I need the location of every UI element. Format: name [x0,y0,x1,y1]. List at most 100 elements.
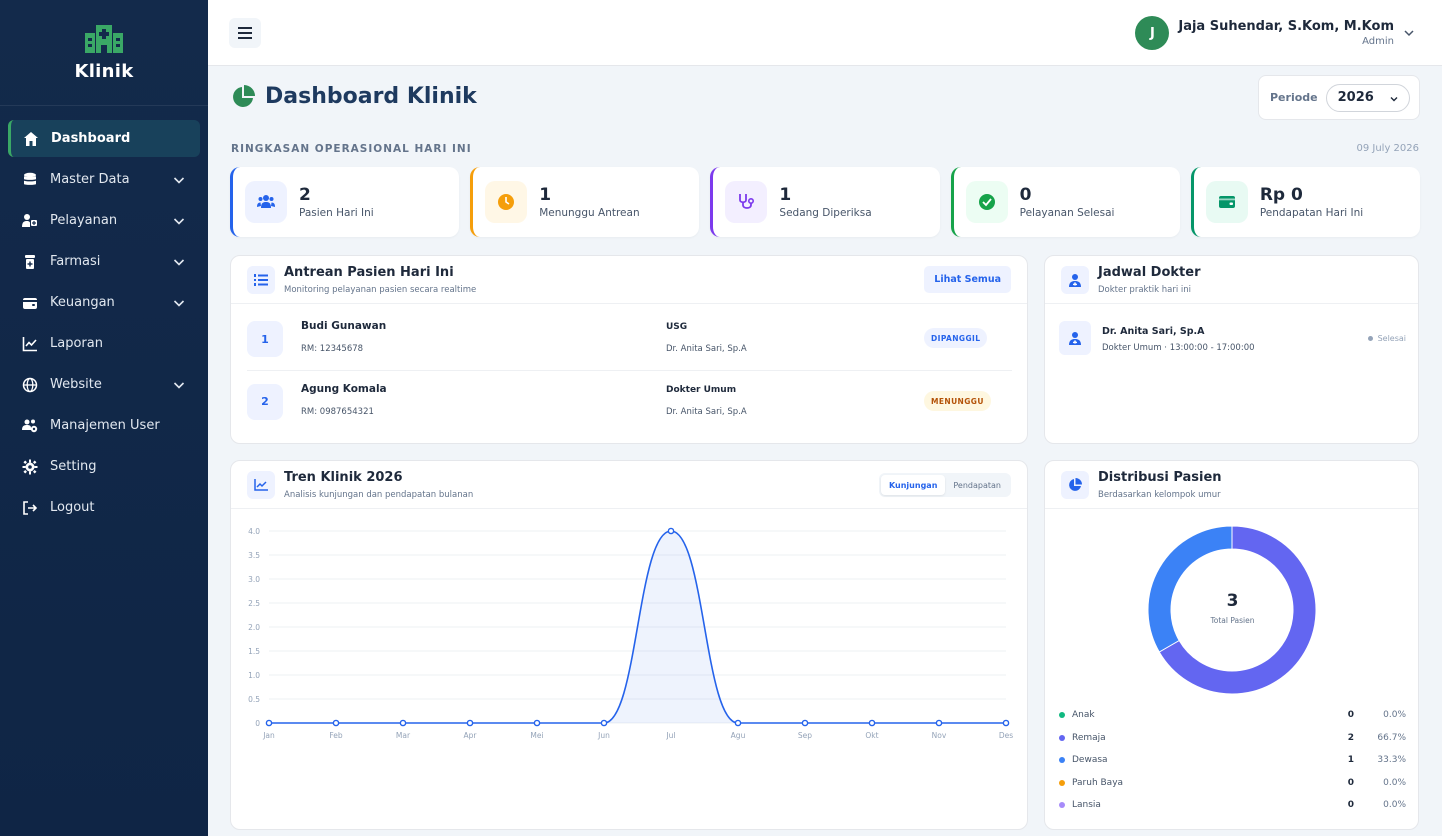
trend-title: Tren Klinik 2026 [284,469,403,485]
hamburger-icon [238,27,252,39]
user-menu[interactable]: J Jaja Suhendar, S.Kom, M.Kom Admin [1135,16,1416,50]
data-point[interactable] [265,719,273,727]
queue-row[interactable]: 2 Agung Komala RM: 0987654321 Dokter Umum Dr… [247,370,1012,432]
legend-count: 1 [1347,755,1354,765]
legend-item: Anak 0 0.0% [1059,706,1406,724]
schedule-card: Jadwal Dokter Dokter praktik hari ini Dr… [1044,255,1419,444]
data-point[interactable] [1002,719,1010,727]
sidebar-item-label: Keuangan [50,295,115,310]
patient-name: Agung Komala [301,383,387,395]
pie-chart-icon [233,84,255,107]
sidebar-item-label: Website [50,377,102,392]
avatar: J [1135,16,1170,50]
sidebar-item-setting[interactable]: Setting [8,448,200,485]
legend-label: Anak [1072,710,1095,720]
x-tick-label: Jan [262,731,275,740]
donut-total: 3 [1226,591,1239,611]
data-point[interactable] [801,719,809,727]
stat-card-pasien-hari-ini: 2 Pasien Hari Ini [230,167,460,237]
sidebar-item-dashboard[interactable]: Dashboard [8,120,200,157]
sidebar-item-label: Pelayanan [50,213,118,228]
legend-percent: 66.7% [1377,732,1406,743]
data-point[interactable] [466,719,474,727]
x-tick-label: Okt [865,731,878,740]
legend-item: Lansia 0 0.0% [1059,796,1406,814]
doctor-item[interactable]: Dr. Anita Sari, Sp.A Dokter Umum · 13:00… [1059,321,1406,355]
users-icon [245,181,287,223]
stat-card-pendapatan-hari-ini: Rp 0 Pendapatan Hari Ini [1190,167,1421,237]
distribution-donut-chart [1147,525,1317,695]
y-tick-label: 0.5 [248,695,260,704]
section-date: 09 July 2026 [1356,143,1419,154]
y-tick-label: 3.0 [248,575,260,584]
legend-percent: 0.0% [1383,800,1406,810]
queue-title: Antrean Pasien Hari Ini [284,264,454,280]
database-icon [24,172,36,185]
tab-pendapatan[interactable]: Pendapatan [953,480,1001,490]
trend-toggle: Kunjungan Pendapatan [878,473,1011,497]
chevron-down-icon [173,217,185,225]
sidebar-item-logout[interactable]: Logout [8,489,200,526]
sidebar-item-manajemen-user[interactable]: Manajemen User [8,407,200,444]
sidebar-item-label: Dashboard [51,131,131,146]
sidebar-item-label: Setting [50,459,97,474]
stat-label: Menunggu Antrean [539,207,640,219]
menu-toggle-button[interactable] [229,18,261,48]
data-point[interactable] [399,719,407,727]
stat-card-sedang-diperiksa: 1 Sedang Diperiksa [710,167,940,237]
brand: Klinik [0,0,208,106]
chart-line-icon [22,336,37,351]
queue-row[interactable]: 1 Budi Gunawan RM: 12345678 USG Dr. Anita Sa… [247,308,1012,370]
sidebar-item-keuangan[interactable]: Keuangan [8,284,200,321]
legend-count: 0 [1347,800,1354,810]
sidebar-item-laporan[interactable]: Laporan [8,325,200,362]
donut-slice-remaja[interactable] [1158,525,1317,695]
service-name: Dokter Umum [666,385,737,395]
chevron-down-icon [173,258,185,266]
legend-percent: 0.0% [1383,710,1406,720]
logout-icon [23,500,38,515]
trend-card: Tren Klinik 2026 Analisis kunjungan dan … [230,460,1028,830]
data-point[interactable] [868,719,876,727]
tab-kunjungan[interactable]: Kunjungan [880,475,946,495]
topbar: J Jaja Suhendar, S.Kom, M.Kom Admin [208,0,1442,66]
sidebar-item-label: Farmasi [50,254,101,269]
user-doctor-icon [1061,265,1089,294]
legend-percent: 0.0% [1383,777,1406,788]
stat-value: 2 [299,185,311,205]
periode-select[interactable]: 2026 [1325,83,1410,112]
donut-slice-dewasa[interactable] [1147,525,1233,653]
view-all-button[interactable]: Lihat Semua [924,266,1011,293]
sidebar-item-website[interactable]: Website [8,366,200,403]
status-badge: MENUNGGU [924,391,991,411]
stat-label: Pelayanan Selesai [1019,207,1115,219]
stat-label: Pendapatan Hari Ini [1259,207,1364,219]
data-point[interactable] [332,719,340,727]
sidebar-item-master-data[interactable]: Master Data [8,161,200,198]
sidebar-item-pelayanan[interactable]: Pelayanan [8,202,200,239]
list-ol-icon [247,265,275,294]
data-point[interactable] [935,719,943,727]
legend-dot [1059,779,1065,786]
home-icon [24,131,38,146]
sidebar-item-label: Manajemen User [50,418,160,433]
doctor-name: Dr. Anita Sari, Sp.A [666,407,747,417]
legend-dot [1059,712,1065,718]
legend-label: Paruh Baya [1072,777,1124,788]
y-tick-label: 2.5 [248,599,260,608]
user-doctor-icon [1059,321,1091,355]
data-point[interactable] [533,719,541,727]
stat-label: Pasien Hari Ini [299,207,374,219]
patient-rm: RM: 12345678 [301,344,364,354]
user-medical-icon [22,213,37,227]
data-point[interactable] [667,527,675,535]
legend-item: Dewasa 1 33.3% [1059,751,1406,769]
sidebar-item-farmasi[interactable]: Farmasi [8,243,200,280]
data-point[interactable] [734,719,742,727]
legend-count: 2 [1347,732,1354,743]
y-tick-label: 1.0 [248,671,260,680]
schedule-title: Jadwal Dokter [1098,264,1201,280]
gear-icon [22,459,38,474]
data-point[interactable] [600,719,608,727]
y-tick-label: 4.0 [248,527,260,536]
